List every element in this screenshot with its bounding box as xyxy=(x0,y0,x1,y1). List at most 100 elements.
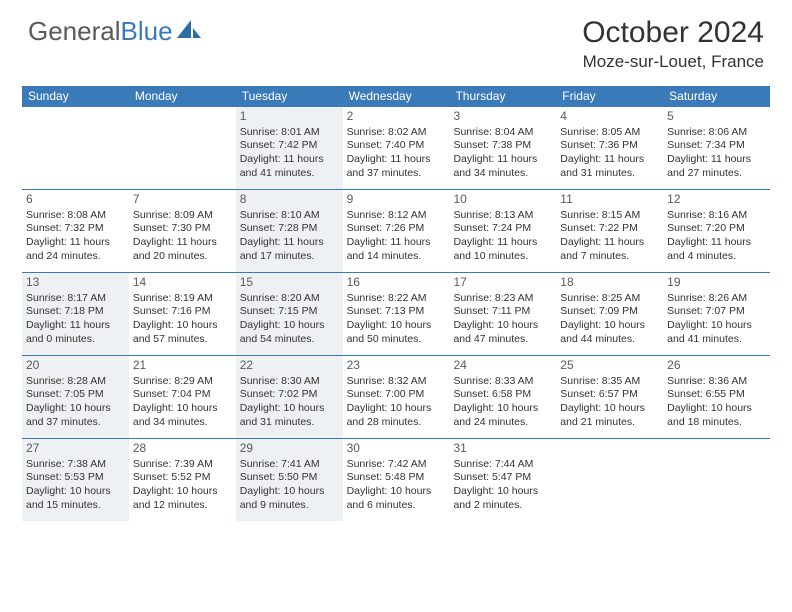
day-info-line: Daylight: 11 hours and 34 minutes. xyxy=(453,153,552,180)
month-title: October 2024 xyxy=(582,16,764,50)
day-info-line: Daylight: 11 hours and 37 minutes. xyxy=(347,153,446,180)
day-info-line: Sunrise: 8:23 AM xyxy=(453,292,552,306)
day-cell: 31Sunrise: 7:44 AMSunset: 5:47 PMDayligh… xyxy=(449,439,556,521)
day-number: 12 xyxy=(667,192,766,208)
day-number: 10 xyxy=(453,192,552,208)
day-info-line: Daylight: 10 hours and 28 minutes. xyxy=(347,402,446,429)
day-info-line: Sunrise: 8:28 AM xyxy=(26,375,125,389)
day-info-line: Daylight: 11 hours and 41 minutes. xyxy=(240,153,339,180)
day-info-line: Sunset: 5:50 PM xyxy=(240,471,339,485)
week-row: 13Sunrise: 8:17 AMSunset: 7:18 PMDayligh… xyxy=(22,272,770,355)
day-info-line: Daylight: 10 hours and 50 minutes. xyxy=(347,319,446,346)
day-info-line: Sunrise: 8:25 AM xyxy=(560,292,659,306)
day-cell: 26Sunrise: 8:36 AMSunset: 6:55 PMDayligh… xyxy=(663,356,770,438)
day-info-line: Sunrise: 8:35 AM xyxy=(560,375,659,389)
day-info-line: Sunset: 5:53 PM xyxy=(26,471,125,485)
location: Moze-sur-Louet, France xyxy=(582,52,764,72)
day-info-line: Sunrise: 8:08 AM xyxy=(26,209,125,223)
day-number: 2 xyxy=(347,109,446,125)
day-info-line: Sunset: 7:00 PM xyxy=(347,388,446,402)
day-info-line: Sunrise: 8:29 AM xyxy=(133,375,232,389)
day-number: 14 xyxy=(133,275,232,291)
day-cell: 1Sunrise: 8:01 AMSunset: 7:42 PMDaylight… xyxy=(236,107,343,189)
day-info-line: Daylight: 10 hours and 21 minutes. xyxy=(560,402,659,429)
day-info-line: Daylight: 10 hours and 15 minutes. xyxy=(26,485,125,512)
day-cell: 22Sunrise: 8:30 AMSunset: 7:02 PMDayligh… xyxy=(236,356,343,438)
day-of-week-row: SundayMondayTuesdayWednesdayThursdayFrid… xyxy=(22,86,770,107)
day-info-line: Sunset: 5:47 PM xyxy=(453,471,552,485)
day-number: 19 xyxy=(667,275,766,291)
day-number: 24 xyxy=(453,358,552,374)
week-row: 27Sunrise: 7:38 AMSunset: 5:53 PMDayligh… xyxy=(22,438,770,521)
day-info-line: Daylight: 11 hours and 31 minutes. xyxy=(560,153,659,180)
day-info-line: Daylight: 10 hours and 57 minutes. xyxy=(133,319,232,346)
day-cell: 20Sunrise: 8:28 AMSunset: 7:05 PMDayligh… xyxy=(22,356,129,438)
day-info-line: Sunset: 7:32 PM xyxy=(26,222,125,236)
day-cell: 11Sunrise: 8:15 AMSunset: 7:22 PMDayligh… xyxy=(556,190,663,272)
day-cell xyxy=(663,439,770,521)
day-cell: 24Sunrise: 8:33 AMSunset: 6:58 PMDayligh… xyxy=(449,356,556,438)
day-info-line: Daylight: 10 hours and 54 minutes. xyxy=(240,319,339,346)
day-info-line: Sunrise: 7:42 AM xyxy=(347,458,446,472)
day-info-line: Daylight: 10 hours and 34 minutes. xyxy=(133,402,232,429)
day-info-line: Sunrise: 8:36 AM xyxy=(667,375,766,389)
week-row: 6Sunrise: 8:08 AMSunset: 7:32 PM Daylight… xyxy=(22,189,770,272)
day-info-line: Sunrise: 8:15 AM xyxy=(560,209,659,223)
dow-cell: Monday xyxy=(129,86,236,107)
day-cell: 5Sunrise: 8:06 AMSunset: 7:34 PMDaylight… xyxy=(663,107,770,189)
day-info-line: Daylight: 10 hours and 47 minutes. xyxy=(453,319,552,346)
day-info-line: Sunrise: 8:19 AM xyxy=(133,292,232,306)
day-info-line: Sunset: 7:34 PM xyxy=(667,139,766,153)
day-info-line: Daylight: 10 hours and 37 minutes. xyxy=(26,402,125,429)
week-row: 20Sunrise: 8:28 AMSunset: 7:05 PMDayligh… xyxy=(22,355,770,438)
day-info-line: Sunset: 5:48 PM xyxy=(347,471,446,485)
day-info-line: Sunset: 7:09 PM xyxy=(560,305,659,319)
day-info-line: Daylight: 11 hours and 27 minutes. xyxy=(667,153,766,180)
day-cell: 21Sunrise: 8:29 AMSunset: 7:04 PMDayligh… xyxy=(129,356,236,438)
day-info-line: Sunset: 6:55 PM xyxy=(667,388,766,402)
day-cell: 28Sunrise: 7:39 AMSunset: 5:52 PMDayligh… xyxy=(129,439,236,521)
day-number: 26 xyxy=(667,358,766,374)
day-info-line: Daylight: 11 hours and 0 minutes. xyxy=(26,319,125,346)
calendar: SundayMondayTuesdayWednesdayThursdayFrid… xyxy=(22,86,770,521)
day-info-line: Sunrise: 7:38 AM xyxy=(26,458,125,472)
day-number: 18 xyxy=(560,275,659,291)
day-number: 20 xyxy=(26,358,125,374)
day-info-line: Sunset: 7:20 PM xyxy=(667,222,766,236)
day-info-line: Daylight: 10 hours and 18 minutes. xyxy=(667,402,766,429)
day-cell: 12Sunrise: 8:16 AMSunset: 7:20 PMDayligh… xyxy=(663,190,770,272)
day-info-line: Sunset: 7:42 PM xyxy=(240,139,339,153)
day-cell: 16Sunrise: 8:22 AMSunset: 7:13 PMDayligh… xyxy=(343,273,450,355)
day-number: 29 xyxy=(240,441,339,457)
day-info-line: Sunset: 7:24 PM xyxy=(453,222,552,236)
day-number: 6 xyxy=(26,192,125,208)
day-number: 27 xyxy=(26,441,125,457)
day-cell: 4Sunrise: 8:05 AMSunset: 7:36 PMDaylight… xyxy=(556,107,663,189)
day-info-line: Sunrise: 8:22 AM xyxy=(347,292,446,306)
logo-text-1: General xyxy=(28,16,121,47)
day-number: 30 xyxy=(347,441,446,457)
weeks-container: 1Sunrise: 8:01 AMSunset: 7:42 PMDaylight… xyxy=(22,107,770,521)
header: GeneralBlue October 2024 Moze-sur-Louet,… xyxy=(0,0,792,80)
day-info-line: Sunset: 7:18 PM xyxy=(26,305,125,319)
day-cell: 14Sunrise: 8:19 AMSunset: 7:16 PMDayligh… xyxy=(129,273,236,355)
day-info-line: Daylight: 11 hours and 4 minutes. xyxy=(667,236,766,263)
day-cell: 23Sunrise: 8:32 AMSunset: 7:00 PMDayligh… xyxy=(343,356,450,438)
day-info-line: Daylight: 10 hours and 6 minutes. xyxy=(347,485,446,512)
dow-cell: Friday xyxy=(556,86,663,107)
day-info-line: Sunrise: 8:10 AM xyxy=(240,209,339,223)
day-info-line: Sunset: 7:16 PM xyxy=(133,305,232,319)
day-cell: 17Sunrise: 8:23 AMSunset: 7:11 PMDayligh… xyxy=(449,273,556,355)
day-info-line: Sunrise: 8:32 AM xyxy=(347,375,446,389)
day-info-line: Sunrise: 8:09 AM xyxy=(133,209,232,223)
day-info-line: Sunset: 6:58 PM xyxy=(453,388,552,402)
week-row: 1Sunrise: 8:01 AMSunset: 7:42 PMDaylight… xyxy=(22,107,770,189)
day-info-line: Sunset: 7:07 PM xyxy=(667,305,766,319)
day-info-line: Sunrise: 8:17 AM xyxy=(26,292,125,306)
day-info-line: Sunset: 7:15 PM xyxy=(240,305,339,319)
day-number: 22 xyxy=(240,358,339,374)
day-info-line: Sunrise: 8:30 AM xyxy=(240,375,339,389)
logo-sail-icon xyxy=(177,18,203,40)
day-info-line: Sunset: 5:52 PM xyxy=(133,471,232,485)
day-cell: 25Sunrise: 8:35 AMSunset: 6:57 PMDayligh… xyxy=(556,356,663,438)
